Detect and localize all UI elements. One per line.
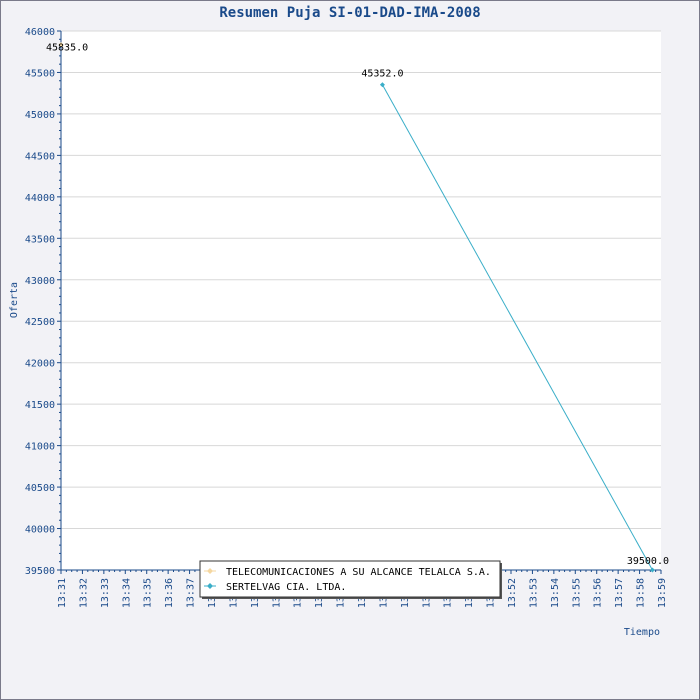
data-label: 45835.0 (46, 43, 88, 54)
x-tick-label: 13:55 (571, 578, 582, 608)
x-tick-label: 13:33 (100, 578, 111, 608)
legend-label: TELECOMUNICACIONES A SU ALCANCE TELALCA … (226, 567, 491, 578)
data-point (58, 42, 64, 48)
y-tick-labels: 39500 40000 40500 41000 41500 42000 42500 43000… (25, 27, 61, 577)
x-tick-label: 13:52 (507, 578, 518, 608)
y-axis-label: Oferta (9, 282, 20, 318)
x-tick-label: 13:59 (657, 578, 668, 608)
y-tick-label: 43500 (25, 234, 55, 245)
y-tick-label: 45000 (25, 110, 55, 121)
x-tick-label: 13:56 (593, 578, 604, 608)
x-tick-label: 13:36 (164, 578, 175, 608)
grid-lines (61, 30, 661, 530)
x-tick-label: 13:58 (636, 578, 647, 608)
y-tick-label: 45500 (25, 68, 55, 79)
series-points (58, 42, 655, 573)
y-tick-label: 42000 (25, 359, 55, 370)
legend-box (199, 560, 501, 598)
point-labels: 45835.0 45352.0 39500.0 (46, 43, 669, 567)
x-axis-label: Tiempo (624, 627, 660, 638)
legend-marker (207, 583, 213, 589)
x-tick-label: 13:31 (57, 578, 68, 608)
data-label: 45352.0 (361, 69, 403, 80)
y-tick-label: 44000 (25, 193, 55, 204)
x-tick-label: 13:35 (143, 578, 154, 608)
x-tick-label: 13:57 (614, 578, 625, 608)
chart-title: Resumen Puja SI-01-DAD-IMA-2008 (219, 5, 480, 21)
data-label: 39500.0 (627, 556, 669, 567)
x-tick-label: 13:37 (186, 578, 197, 608)
y-tick-label: 42500 (25, 317, 55, 328)
y-tick-label: 39500 (25, 566, 55, 577)
data-point (649, 567, 655, 573)
y-tick-label: 40500 (25, 483, 55, 494)
y-tick-label: 44500 (25, 151, 55, 162)
x-tick-label: 13:34 (121, 578, 132, 608)
y-tick-label: 43000 (25, 276, 55, 287)
y-tick-label: 41500 (25, 400, 55, 411)
legend-label: SERTELVAG CIA. LTDA. (226, 582, 346, 593)
legend-marker (207, 568, 213, 574)
y-tick-label: 46000 (25, 27, 55, 38)
x-tick-label: 13:32 (78, 578, 89, 608)
legend: TELECOMUNICACIONES A SU ALCANCE TELALCA … (199, 560, 502, 599)
y-tick-label: 41000 (25, 442, 55, 453)
plot-area (61, 31, 661, 570)
series-line-1 (381, 84, 653, 571)
x-tick-label: 13:54 (550, 578, 561, 608)
x-tick-label: 13:53 (528, 578, 539, 608)
data-point (379, 82, 385, 88)
y-tick-label: 40000 (25, 525, 55, 536)
series-lines (381, 84, 653, 571)
